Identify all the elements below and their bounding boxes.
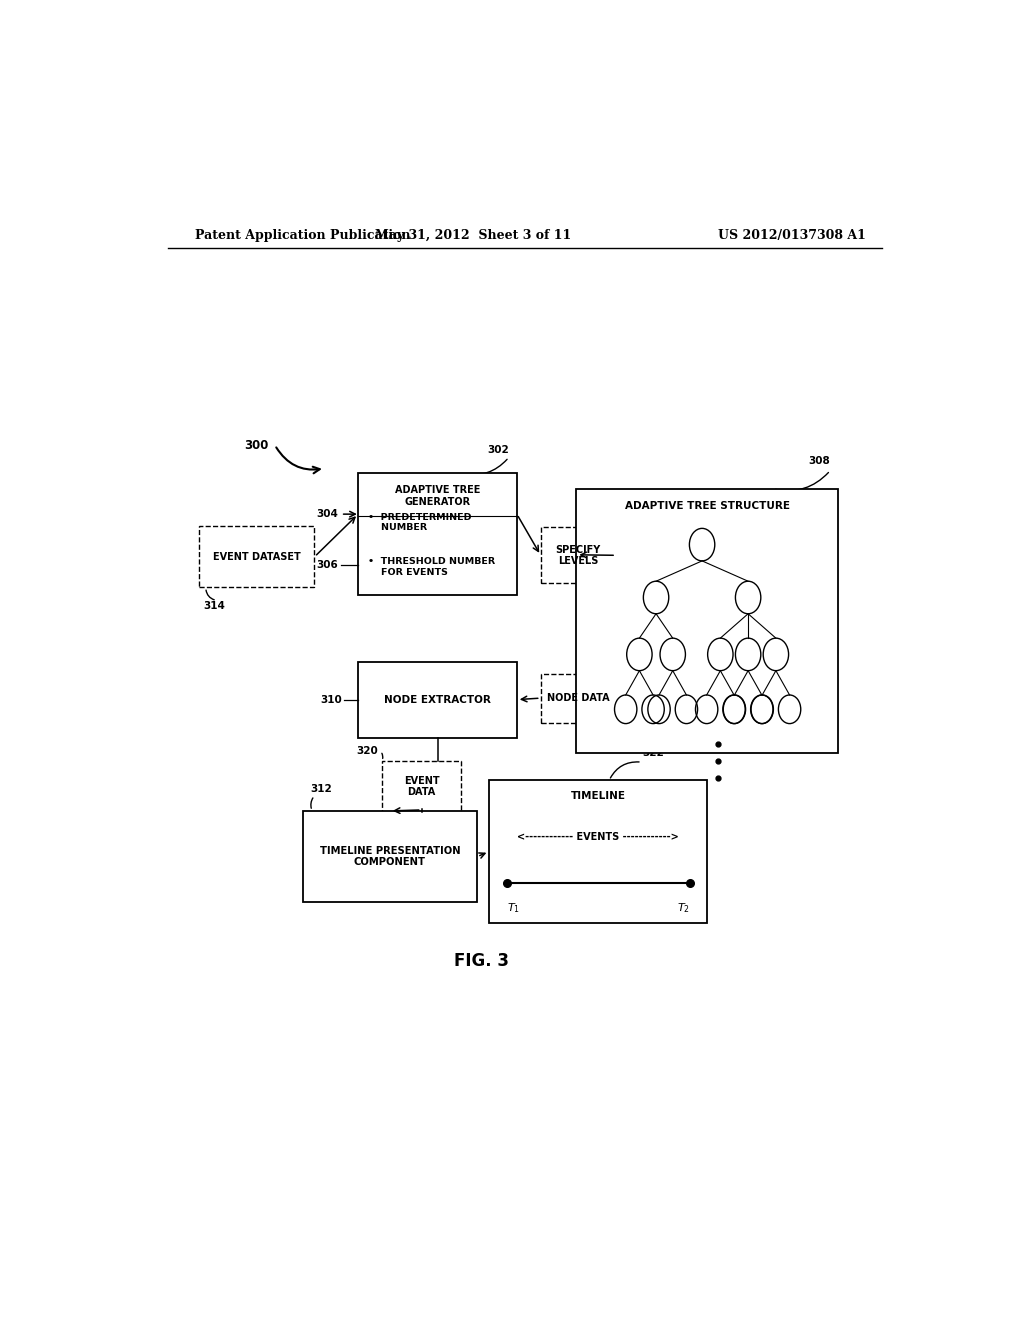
- Text: NODE DATA: NODE DATA: [547, 693, 609, 704]
- Text: 308: 308: [809, 457, 830, 466]
- Text: ADAPTIVE TREE
GENERATOR: ADAPTIVE TREE GENERATOR: [395, 484, 480, 507]
- Text: •  THRESHOLD NUMBER
    FOR EVENTS: • THRESHOLD NUMBER FOR EVENTS: [368, 557, 495, 577]
- Text: <------------ EVENTS ------------>: <------------ EVENTS ------------>: [517, 833, 679, 842]
- Bar: [358, 474, 517, 595]
- Text: FIG. 3: FIG. 3: [454, 952, 509, 970]
- Text: 322: 322: [642, 748, 664, 758]
- Bar: [200, 527, 314, 587]
- Bar: [577, 488, 839, 752]
- Bar: [541, 673, 616, 722]
- Text: 306: 306: [316, 560, 338, 570]
- Text: 314: 314: [204, 601, 225, 611]
- Text: 312: 312: [310, 784, 332, 793]
- Text: 316: 316: [591, 495, 612, 506]
- Text: 300: 300: [245, 438, 269, 451]
- Bar: [541, 528, 616, 583]
- Text: Patent Application Publication: Patent Application Publication: [196, 230, 411, 242]
- Bar: [382, 762, 461, 812]
- Text: NODE EXTRACTOR: NODE EXTRACTOR: [384, 694, 490, 705]
- Text: ADAPTIVE TREE STRUCTURE: ADAPTIVE TREE STRUCTURE: [625, 502, 790, 511]
- Text: SPECIFY
LEVELS: SPECIFY LEVELS: [556, 545, 601, 566]
- Text: 304: 304: [316, 510, 338, 519]
- Text: 310: 310: [321, 694, 342, 705]
- Text: TIMELINE: TIMELINE: [570, 791, 626, 801]
- Text: TIMELINE PRESENTATION
COMPONENT: TIMELINE PRESENTATION COMPONENT: [319, 846, 460, 867]
- Text: EVENT
DATA: EVENT DATA: [403, 776, 439, 797]
- Text: •  PREDETERMINED
    NUMBER: • PREDETERMINED NUMBER: [368, 512, 471, 532]
- Bar: [489, 780, 708, 923]
- Text: US 2012/0137308 A1: US 2012/0137308 A1: [718, 230, 866, 242]
- Text: May 31, 2012  Sheet 3 of 11: May 31, 2012 Sheet 3 of 11: [375, 230, 571, 242]
- Text: $T_1$: $T_1$: [507, 902, 519, 915]
- Bar: [358, 661, 517, 738]
- Text: 318: 318: [591, 643, 612, 653]
- Text: EVENT DATASET: EVENT DATASET: [213, 552, 301, 562]
- Text: 320: 320: [356, 746, 378, 756]
- Text: 302: 302: [487, 445, 509, 455]
- Text: $T_2$: $T_2$: [677, 902, 690, 915]
- Bar: [303, 810, 477, 903]
